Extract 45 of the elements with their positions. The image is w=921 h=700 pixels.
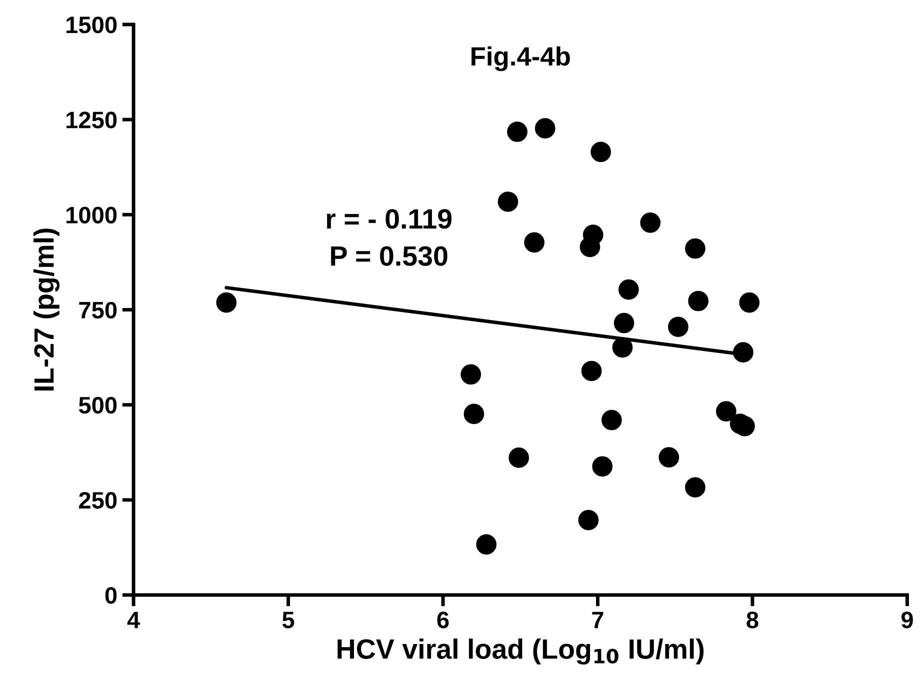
point [618,279,639,300]
point [614,312,634,334]
annotation: r = - 0.119 [326,209,452,229]
y-tick-label: 0 [105,587,117,604]
point [601,410,622,430]
point [507,122,528,142]
point [534,118,556,138]
point [578,510,599,530]
y-tick-label: 1250 [66,112,117,128]
point [685,238,706,259]
point [658,447,680,468]
point [460,364,482,385]
point [508,448,529,468]
point [685,477,706,498]
x-tick-label: 4 [127,612,140,628]
point [524,232,544,253]
annotation: P = 0.530 [331,246,448,266]
y-tick-label: 250 [79,492,117,509]
point [688,290,708,312]
y-tick-label: 750 [79,302,117,319]
point [580,236,600,258]
text: Fig.4-4b [472,46,570,72]
x-tick-label: 8 [746,612,758,628]
point [581,360,602,382]
y-tick-label: 1500 [66,16,117,34]
point [464,404,484,424]
point [668,316,688,338]
point [640,212,661,233]
point [476,534,496,555]
point [590,142,611,162]
point [612,337,633,358]
x-tick-label: 5 [282,612,294,628]
point [498,192,518,212]
point [216,292,237,313]
x-tick-label: 6 [437,612,449,628]
point [716,401,736,422]
point [733,342,754,363]
y-axis-title: IL-27 (pg/ml) [33,228,60,390]
x-tick-label: 7 [592,612,604,628]
y-tick-label: 1000 [66,206,117,224]
point [592,456,613,477]
y-tick-label: 500 [78,396,117,414]
x-tick-label: 9 [901,612,913,628]
point [739,292,760,313]
x-axis-title: HCV viral load (Log$_{10}$ IU/ml) [338,638,704,665]
